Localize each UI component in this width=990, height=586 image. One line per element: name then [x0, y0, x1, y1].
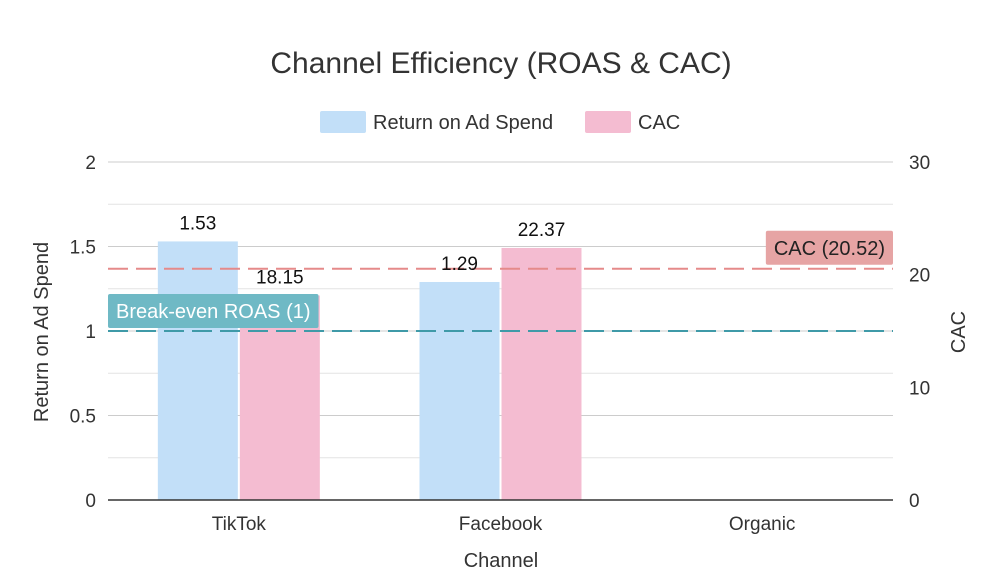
x-tick-label: Facebook — [459, 514, 543, 535]
y2-tick-label: 30 — [909, 153, 930, 174]
annotation-label: CAC (20.52) — [774, 238, 885, 260]
legend: Return on Ad Spend CAC — [320, 111, 680, 134]
y2-tick-label: 0 — [909, 491, 920, 512]
annotation-box — [765, 230, 893, 265]
bars — [157, 241, 582, 500]
y-tick-label: 0 — [85, 491, 96, 512]
annotation-label: Break-even ROAS (1) — [116, 301, 311, 323]
chart-title: Channel Efficiency (ROAS & CAC) — [270, 47, 731, 80]
legend-label-roas: Return on Ad Spend — [373, 112, 553, 134]
data-label: 1.29 — [441, 254, 478, 275]
x-tick-label: TikTok — [212, 514, 267, 535]
legend-swatch-cac — [585, 111, 631, 133]
y-tick-label: 1 — [85, 322, 96, 343]
y-tick-label: 0.5 — [70, 407, 96, 428]
data-label: 18.15 — [256, 268, 304, 289]
bar-cac-tiktok — [239, 295, 320, 500]
x-axis-ticks: TikTok Facebook Organic — [212, 514, 796, 535]
y2-axis-ticks: 0 10 20 30 — [909, 153, 930, 512]
data-label: 22.37 — [518, 220, 566, 241]
x-tick-label: Organic — [729, 514, 796, 535]
y2-axis-title: CAC — [948, 311, 970, 353]
x-axis-title: Channel — [464, 550, 539, 572]
y2-tick-label: 20 — [909, 266, 930, 287]
data-label: 1.53 — [179, 213, 216, 234]
data-labels: 1.53 18.15 1.29 22.37 — [179, 213, 565, 288]
annotation-box — [108, 294, 319, 328]
y-axis-title: Return on Ad Spend — [31, 242, 53, 422]
legend-swatch-roas — [320, 111, 366, 133]
bar-roas-facebook — [419, 281, 500, 500]
legend-label-cac: CAC — [638, 112, 680, 134]
y-tick-label: 1.5 — [70, 238, 96, 259]
y-axis-ticks: 0 0.5 1 1.5 2 — [70, 153, 96, 512]
y-tick-label: 2 — [85, 153, 96, 174]
bar-cac-facebook — [501, 247, 582, 500]
bar-roas-tiktok — [157, 241, 238, 500]
y2-tick-label: 10 — [909, 378, 930, 399]
reference-lines: Break-even ROAS (1) CAC (20.52) — [108, 230, 893, 332]
